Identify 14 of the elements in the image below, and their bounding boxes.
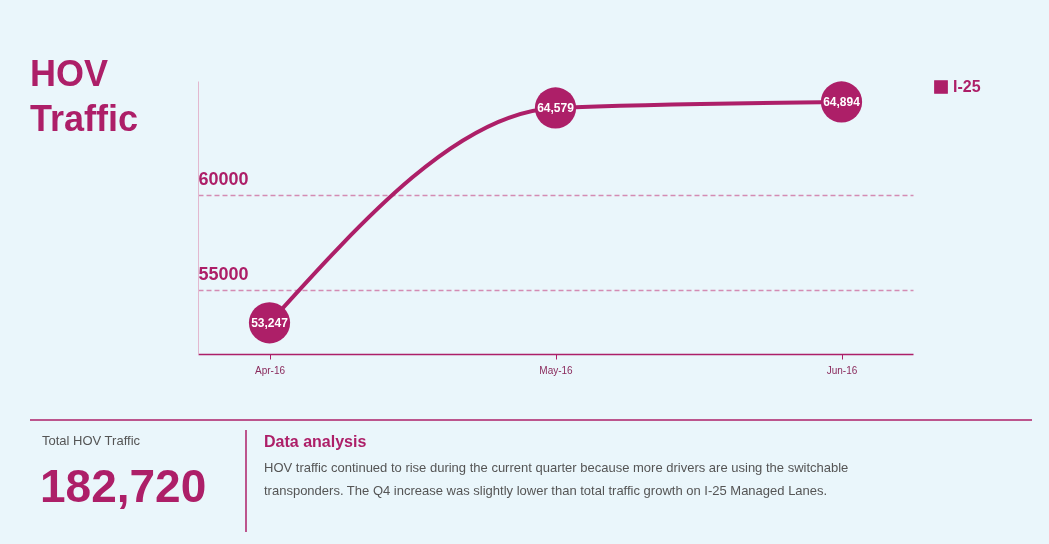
x-tick-label: Jun-16 bbox=[826, 364, 858, 376]
y-tick-label: 60000 bbox=[198, 169, 249, 190]
x-tick-label: May-16 bbox=[539, 364, 574, 376]
text: Total HOV Traffic bbox=[42, 433, 141, 448]
text: Data analysis bbox=[264, 433, 367, 450]
text: 182,720 bbox=[40, 460, 207, 512]
data-label: 53,247 bbox=[251, 315, 289, 330]
data-label: 64,894 bbox=[823, 94, 861, 109]
text: HOV traffic continued to rise during the current quarter because more drivers are using the switchable transponders. The Q4 increase was slightly lower than total traffic growth on I-25 Managed Lanes. bbox=[264, 460, 849, 498]
data-label: 64,579 bbox=[537, 100, 575, 115]
x-tick-label: Apr-16 bbox=[254, 364, 286, 376]
chart-title: HOV Traffic bbox=[30, 53, 139, 139]
legend-label: I-25 bbox=[953, 78, 981, 95]
y-tick-label: 55000 bbox=[198, 264, 249, 285]
